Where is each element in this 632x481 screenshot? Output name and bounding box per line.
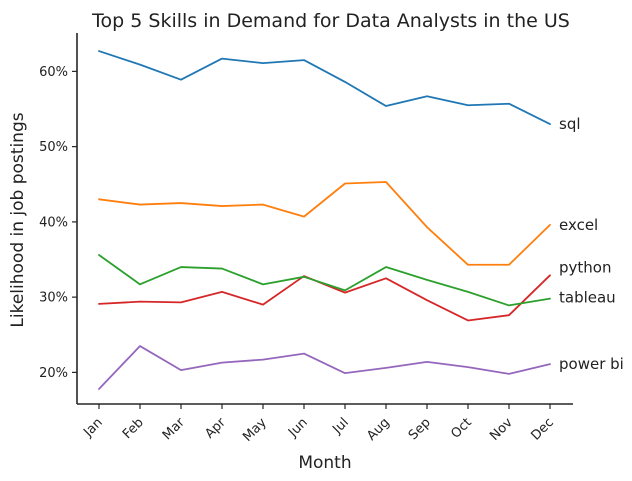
x-tick-label: Feb [120,415,147,442]
series-label-tableau: tableau [559,289,616,307]
series-line-excel [98,181,551,266]
y-tick-label: 30% [39,291,68,306]
series-line-power-bi [98,345,551,390]
series-label-sql: sql [559,115,581,133]
series-label-python: python [559,258,611,276]
x-tick-label: Sep [406,415,434,443]
series-line-python [98,274,551,322]
series-line-tableau [98,254,551,307]
x-tick-label: Jul [329,415,351,437]
x-tick-label: Nov [487,415,516,444]
x-tick-label: Jan [80,415,105,440]
series-line-sql [98,50,551,125]
y-ticks: 20% 30% 40% 50% 60% [39,65,77,381]
x-tick-label: Aug [364,415,393,444]
y-tick-label: 20% [39,366,68,381]
x-ticks: Jan Feb Mar Apr May Jun Jul Aug Sep Oct Nov Dec [80,404,557,445]
series-label-excel: excel [559,216,598,234]
chart-title: Top 5 Skills in Demand for Data Analysts… [91,10,570,32]
x-tick-label: Oct [448,415,475,442]
x-tick-label: Jun [285,415,311,441]
y-tick-label: 50% [39,140,68,155]
x-tick-label: May [240,415,270,445]
x-tick-label: Dec [528,415,556,443]
y-tick-label: 40% [39,215,68,230]
x-axis-label: Month [298,453,351,473]
x-tick-label: Mar [160,415,188,443]
series-group: sql excel python tableau power bi [98,50,624,390]
y-axis-label: Likelihood in job postings [8,112,28,327]
series-label-power-bi: power bi [559,355,624,373]
y-tick-label: 60% [39,65,68,80]
x-tick-label: Apr [202,415,229,442]
